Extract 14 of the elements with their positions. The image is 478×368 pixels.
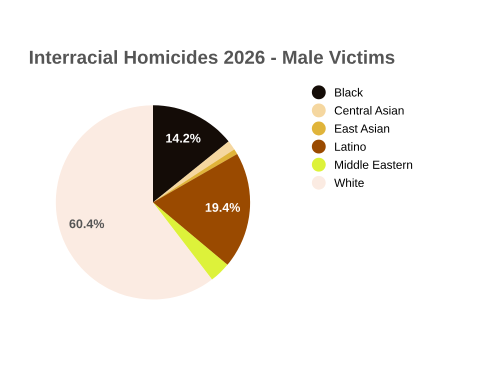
data-label: 60.4% bbox=[69, 219, 104, 228]
data-label: 19.4% bbox=[206, 203, 240, 212]
legend-label: Black bbox=[335, 88, 364, 97]
pie-slice bbox=[152, 154, 250, 265]
pie-slice bbox=[152, 105, 229, 202]
legend-label: Central Asian bbox=[334, 106, 404, 115]
pie-slice bbox=[152, 149, 238, 202]
chart-title: Interracial Homicides 2026 - Male Victims bbox=[30, 50, 394, 64]
legend-label: White bbox=[334, 178, 364, 188]
legend-label: East Asian bbox=[335, 124, 390, 133]
pie-slice bbox=[152, 141, 234, 202]
data-label: 14.2% bbox=[166, 134, 201, 143]
legend-label: Latino bbox=[335, 142, 366, 151]
legend-label: Middle Eastern bbox=[335, 160, 412, 169]
